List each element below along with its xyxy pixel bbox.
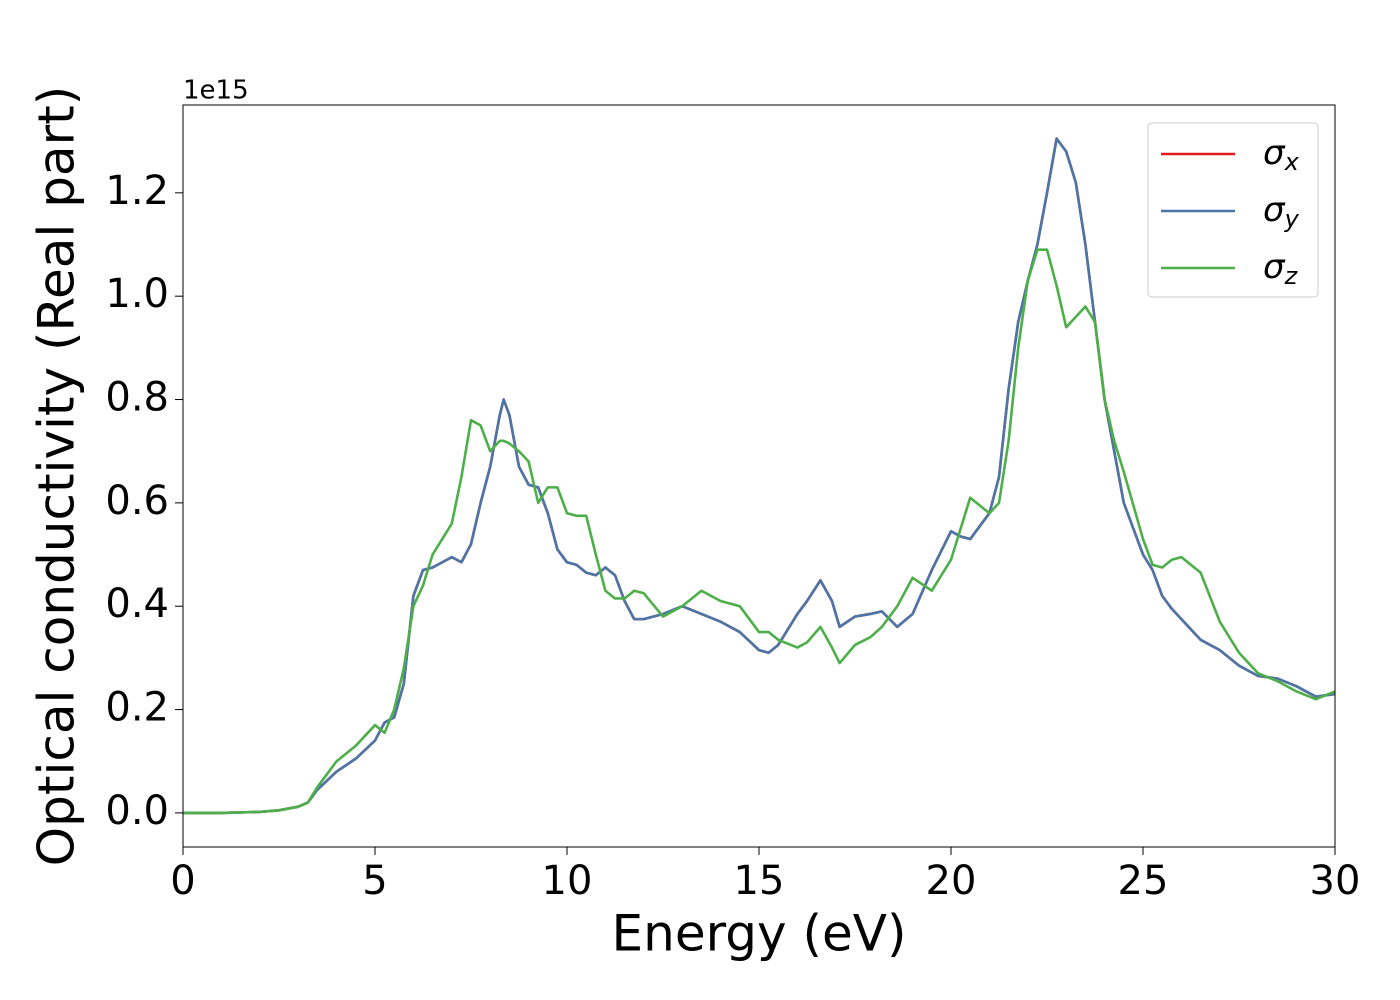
y-tick-label: 0.4: [105, 581, 169, 627]
plot-frame: [182, 104, 1336, 848]
y-tick-label: 0.2: [105, 685, 169, 731]
y-axis-label: Optical conductivity (Real part): [28, 86, 86, 867]
x-axis-label: Energy (eV): [612, 905, 907, 963]
x-tick-label: 5: [362, 858, 387, 904]
y-tick-label: 0.6: [105, 478, 169, 524]
y-tick-label: 1.2: [105, 168, 169, 214]
y-tick-label: 0.8: [105, 375, 169, 421]
y-tick-label: 0.0: [105, 788, 169, 834]
series-line: [183, 248, 1335, 815]
x-tick-label: 25: [1118, 858, 1169, 904]
y-tick-label: 1.0: [105, 271, 169, 317]
x-tick-label: 20: [926, 858, 977, 904]
legend-label: σz: [1263, 247, 1299, 291]
x-tick-label: 15: [734, 858, 785, 904]
legend-label: σx: [1263, 133, 1300, 177]
x-tick-label: 0: [170, 858, 195, 904]
legend-label: σy: [1263, 190, 1300, 234]
y-offset-label: 1e15: [183, 76, 249, 106]
x-tick-label: 10: [542, 858, 593, 904]
x-tick-label: 30: [1310, 858, 1361, 904]
